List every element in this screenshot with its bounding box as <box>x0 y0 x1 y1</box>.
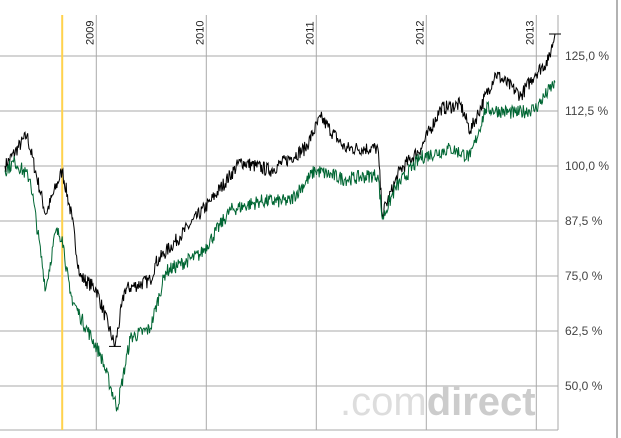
x-axis: 2009 2010 2011 2012 2013 <box>84 21 536 45</box>
y-tick-label: 112,5 % <box>565 104 608 118</box>
series <box>4 33 561 412</box>
x-tick-label: 2013 <box>524 21 536 45</box>
series-line-black <box>4 33 556 347</box>
y-tick-label: 50,0 % <box>565 379 603 393</box>
watermark-logo: .comdirect <box>340 380 536 424</box>
series-line-green <box>4 80 556 412</box>
x-tick-label: 2011 <box>304 21 316 45</box>
x-tick-label: 2009 <box>84 21 96 45</box>
y-tick-label: 100,0 % <box>565 159 609 173</box>
y-tick-label: 125,0 % <box>565 49 609 63</box>
x-tick-label: 2010 <box>194 21 206 45</box>
y-tick-label: 62,5 % <box>565 324 603 338</box>
grid <box>0 15 559 431</box>
y-tick-label: 75,0 % <box>565 269 603 283</box>
y-tick-label: 87,5 % <box>565 214 603 228</box>
y-axis: 50,0 % 62,5 % 75,0 % 87,5 % 100,0 % 112,5 % 12… <box>565 49 609 393</box>
x-tick-label: 2012 <box>414 21 426 45</box>
